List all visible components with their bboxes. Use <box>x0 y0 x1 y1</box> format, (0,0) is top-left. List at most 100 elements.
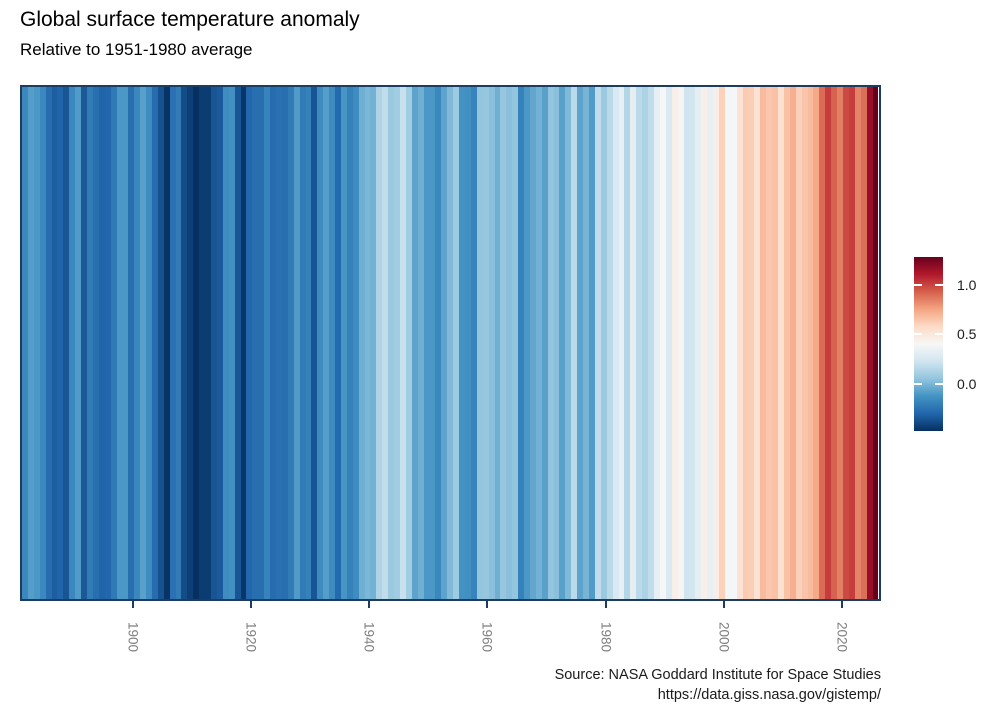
year-stripe-1897 <box>122 87 129 599</box>
year-stripe-1978 <box>600 87 607 599</box>
year-stripe-1913 <box>216 87 223 599</box>
year-stripe-2000 <box>730 87 737 599</box>
year-stripe-1934 <box>340 87 347 599</box>
year-stripe-1945 <box>405 87 412 599</box>
year-stripe-2019 <box>842 87 849 599</box>
year-stripe-1980 <box>612 87 619 599</box>
year-stripe-1912 <box>211 87 217 599</box>
year-stripe-1995 <box>701 87 708 599</box>
year-stripe-1903 <box>157 87 164 599</box>
x-tick-mark-2020 <box>840 601 843 608</box>
year-stripe-2016 <box>825 87 832 599</box>
year-stripe-2014 <box>813 87 820 599</box>
year-stripe-1888 <box>69 87 76 599</box>
year-stripe-1993 <box>689 87 696 599</box>
year-stripe-1895 <box>110 87 117 599</box>
source-caption: Source: NASA Goddard Institute for Space… <box>555 665 881 705</box>
year-stripe-1986 <box>648 87 654 599</box>
year-stripe-1927 <box>299 87 306 599</box>
legend-tick-mark-1.0 <box>935 283 943 286</box>
year-stripe-1955 <box>464 87 471 599</box>
year-stripe-2020 <box>848 87 855 599</box>
year-stripe-1919 <box>252 87 259 599</box>
x-tick-mark-1960 <box>486 601 489 608</box>
x-tick-label-1960: 1960 <box>479 621 495 653</box>
year-stripe-1915 <box>228 87 235 599</box>
year-stripe-1952 <box>447 87 454 599</box>
year-stripe-1911 <box>205 87 211 599</box>
year-stripe-1887 <box>63 87 70 599</box>
year-stripe-1936 <box>352 87 359 599</box>
year-stripe-2015 <box>819 87 826 599</box>
year-stripe-1926 <box>293 87 300 599</box>
year-stripe-1910 <box>199 87 206 599</box>
year-stripe-1922 <box>270 87 276 599</box>
year-stripe-2008 <box>778 87 784 599</box>
year-stripe-1933 <box>335 87 341 599</box>
x-tick-mark-1980 <box>604 601 607 608</box>
year-stripe-1975 <box>583 87 589 599</box>
year-stripe-1908 <box>187 87 194 599</box>
year-stripe-1891 <box>86 87 93 599</box>
year-stripe-1943 <box>394 87 400 599</box>
year-stripe-2001 <box>736 87 743 599</box>
year-stripe-1957 <box>476 87 483 599</box>
year-stripe-2021 <box>854 87 861 599</box>
year-stripe-1931 <box>323 87 330 599</box>
year-stripe-1944 <box>400 87 406 599</box>
year-stripe-1881 <box>27 87 34 599</box>
x-tick-label-2000: 2000 <box>716 621 732 653</box>
year-stripe-1924 <box>281 87 288 599</box>
caption-line-url: https://data.giss.nasa.gov/gistemp/ <box>657 687 881 703</box>
year-stripe-2009 <box>783 87 790 599</box>
year-stripe-1886 <box>57 87 64 599</box>
year-stripe-1989 <box>665 87 672 599</box>
year-stripe-1968 <box>541 87 548 599</box>
year-stripe-2006 <box>766 87 773 599</box>
year-stripe-1885 <box>51 87 58 599</box>
year-stripe-1940 <box>376 87 383 599</box>
x-tick-mark-1900 <box>131 601 134 608</box>
year-stripe-1979 <box>606 87 613 599</box>
year-stripe-1966 <box>529 87 536 599</box>
year-stripe-1939 <box>370 87 377 599</box>
legend-tick-label-0.0: 0.0 <box>957 375 977 392</box>
year-stripe-1916 <box>234 87 241 599</box>
year-stripe-1962 <box>506 87 513 599</box>
year-stripe-1902 <box>151 87 158 599</box>
year-stripe-1974 <box>577 87 584 599</box>
year-stripe-1901 <box>146 87 152 599</box>
year-stripe-1948 <box>423 87 430 599</box>
year-stripe-1946 <box>411 87 418 599</box>
year-stripe-2011 <box>795 87 802 599</box>
year-stripe-1930 <box>317 87 324 599</box>
year-stripe-2013 <box>807 87 814 599</box>
year-stripe-1890 <box>81 87 87 599</box>
year-stripe-1973 <box>571 87 578 599</box>
year-stripe-1992 <box>683 87 690 599</box>
year-stripe-1976 <box>589 87 595 599</box>
year-stripe-1988 <box>659 87 666 599</box>
caption-line-source: Source: NASA Goddard Institute for Space… <box>554 667 881 683</box>
year-stripe-1963 <box>512 87 519 599</box>
year-stripe-1960 <box>494 87 501 599</box>
legend-tick-mark-0.0 <box>914 382 922 385</box>
year-stripe-1906 <box>175 87 182 599</box>
year-stripe-2010 <box>789 87 796 599</box>
x-tick-label-1980: 1980 <box>598 621 614 653</box>
year-stripe-1935 <box>346 87 353 599</box>
year-stripe-1961 <box>500 87 507 599</box>
year-stripe-2012 <box>801 87 808 599</box>
year-stripe-1964 <box>518 87 525 599</box>
year-stripe-1914 <box>222 87 229 599</box>
year-stripe-1953 <box>453 87 460 599</box>
year-stripe-1928 <box>305 87 312 599</box>
year-stripe-1954 <box>459 87 465 599</box>
year-stripe-1950 <box>435 87 442 599</box>
year-stripe-1971 <box>559 87 566 599</box>
year-stripe-1923 <box>275 87 282 599</box>
x-tick-label-1920: 1920 <box>243 621 259 653</box>
year-stripe-1972 <box>565 87 572 599</box>
year-stripe-1947 <box>417 87 424 599</box>
year-stripe-1977 <box>594 87 601 599</box>
